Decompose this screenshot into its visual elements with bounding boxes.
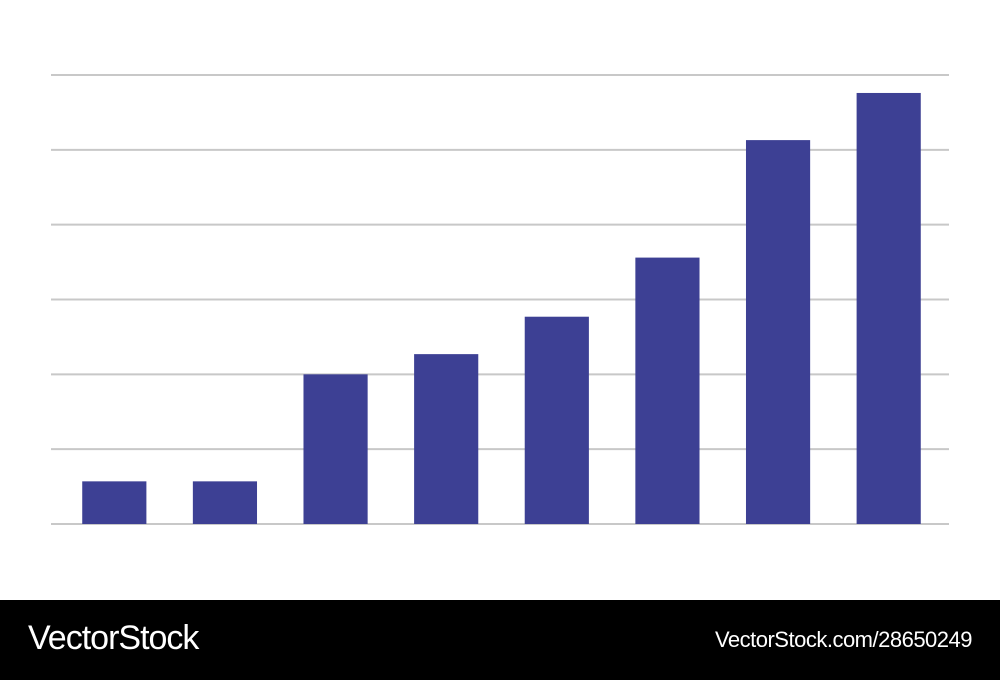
bar (414, 354, 479, 524)
bar (192, 481, 258, 524)
bar (524, 316, 589, 524)
bar (856, 92, 921, 525)
footer-band (0, 600, 1000, 680)
footer-brand: VectorStock (28, 619, 200, 657)
footer-id: VectorStock.com/28650249 (715, 627, 972, 652)
bar (82, 481, 147, 524)
bar (303, 374, 368, 524)
bar (745, 140, 811, 525)
bar (635, 257, 700, 524)
